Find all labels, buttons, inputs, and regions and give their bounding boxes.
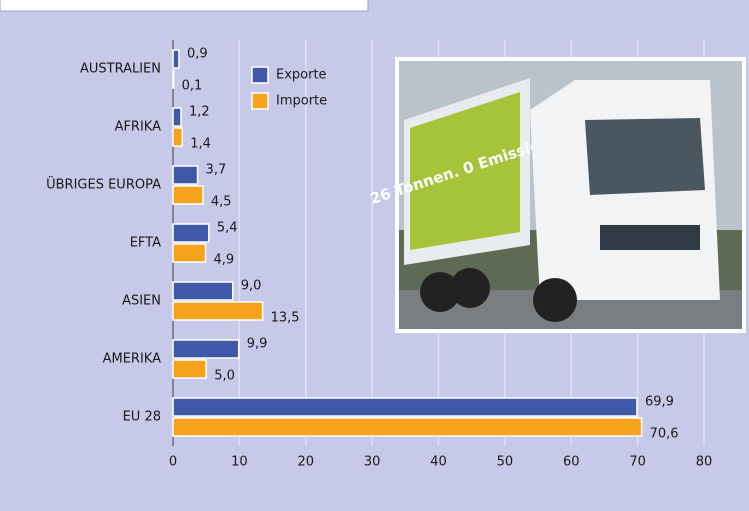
bar: [172, 417, 643, 437]
value-label: 69,9: [645, 395, 674, 410]
bar: [172, 165, 199, 185]
value-label: 0,1: [182, 79, 203, 94]
bar: [172, 281, 234, 301]
value-label: 5,4: [217, 221, 238, 236]
header-box: [0, 0, 369, 12]
value-label: 13,5: [271, 311, 300, 326]
bar: [172, 397, 638, 417]
bar: [172, 359, 207, 379]
y-tick-label: AMERIKA: [103, 352, 161, 367]
legend-label: Exporte: [276, 68, 327, 83]
bar: [172, 127, 184, 147]
x-tick-label: 70: [629, 455, 646, 470]
truck-windshield: [585, 118, 705, 195]
x-tick-label: 80: [696, 455, 713, 470]
value-label: 1,4: [190, 137, 211, 152]
bar: [172, 69, 175, 89]
truck-grille: [600, 225, 700, 250]
x-tick-label: 30: [364, 455, 381, 470]
y-tick-label: EFTA: [130, 236, 161, 251]
value-label: 9,0: [241, 279, 262, 294]
truck-panel: [410, 92, 520, 250]
x-tick-label: 10: [231, 455, 248, 470]
bar: [172, 223, 210, 243]
bar: [172, 243, 207, 263]
value-label: 3,7: [206, 163, 227, 178]
value-label: 9,9: [247, 337, 268, 352]
photo: 26 Tonnen. 0 Emission.: [368, 57, 746, 333]
legend-swatch: [251, 92, 269, 110]
x-tick-label: 40: [430, 455, 447, 470]
bar: [172, 301, 264, 321]
x-tick-label: 50: [497, 455, 514, 470]
legend-swatch: [251, 66, 269, 84]
wheel: [450, 268, 490, 308]
value-label: 4,9: [214, 253, 235, 268]
legend-label: Importe: [276, 94, 327, 109]
value-label: 5,0: [214, 369, 235, 384]
y-tick-label: AUSTRALIEN: [80, 62, 161, 77]
y-tick-label: ÜBRIGES EUROPA: [46, 176, 161, 193]
value-label: 70,6: [650, 427, 679, 442]
value-label: 0,9: [187, 47, 208, 62]
x-tick-label: 60: [563, 455, 580, 470]
y-tick-label: AFRIKA: [115, 120, 162, 135]
y-tick-label: ASIEN: [122, 294, 161, 309]
bar: [172, 107, 182, 127]
y-tick-label: EU 28: [123, 410, 161, 425]
bar: [172, 339, 240, 359]
x-tick-label: 20: [297, 455, 314, 470]
x-tick-label: 0: [169, 455, 177, 470]
wheel: [533, 278, 577, 322]
value-label: 1,2: [189, 105, 210, 120]
bar: [172, 185, 204, 205]
bar: [172, 49, 180, 69]
wheel: [420, 272, 460, 312]
value-label: 4,5: [211, 195, 232, 210]
